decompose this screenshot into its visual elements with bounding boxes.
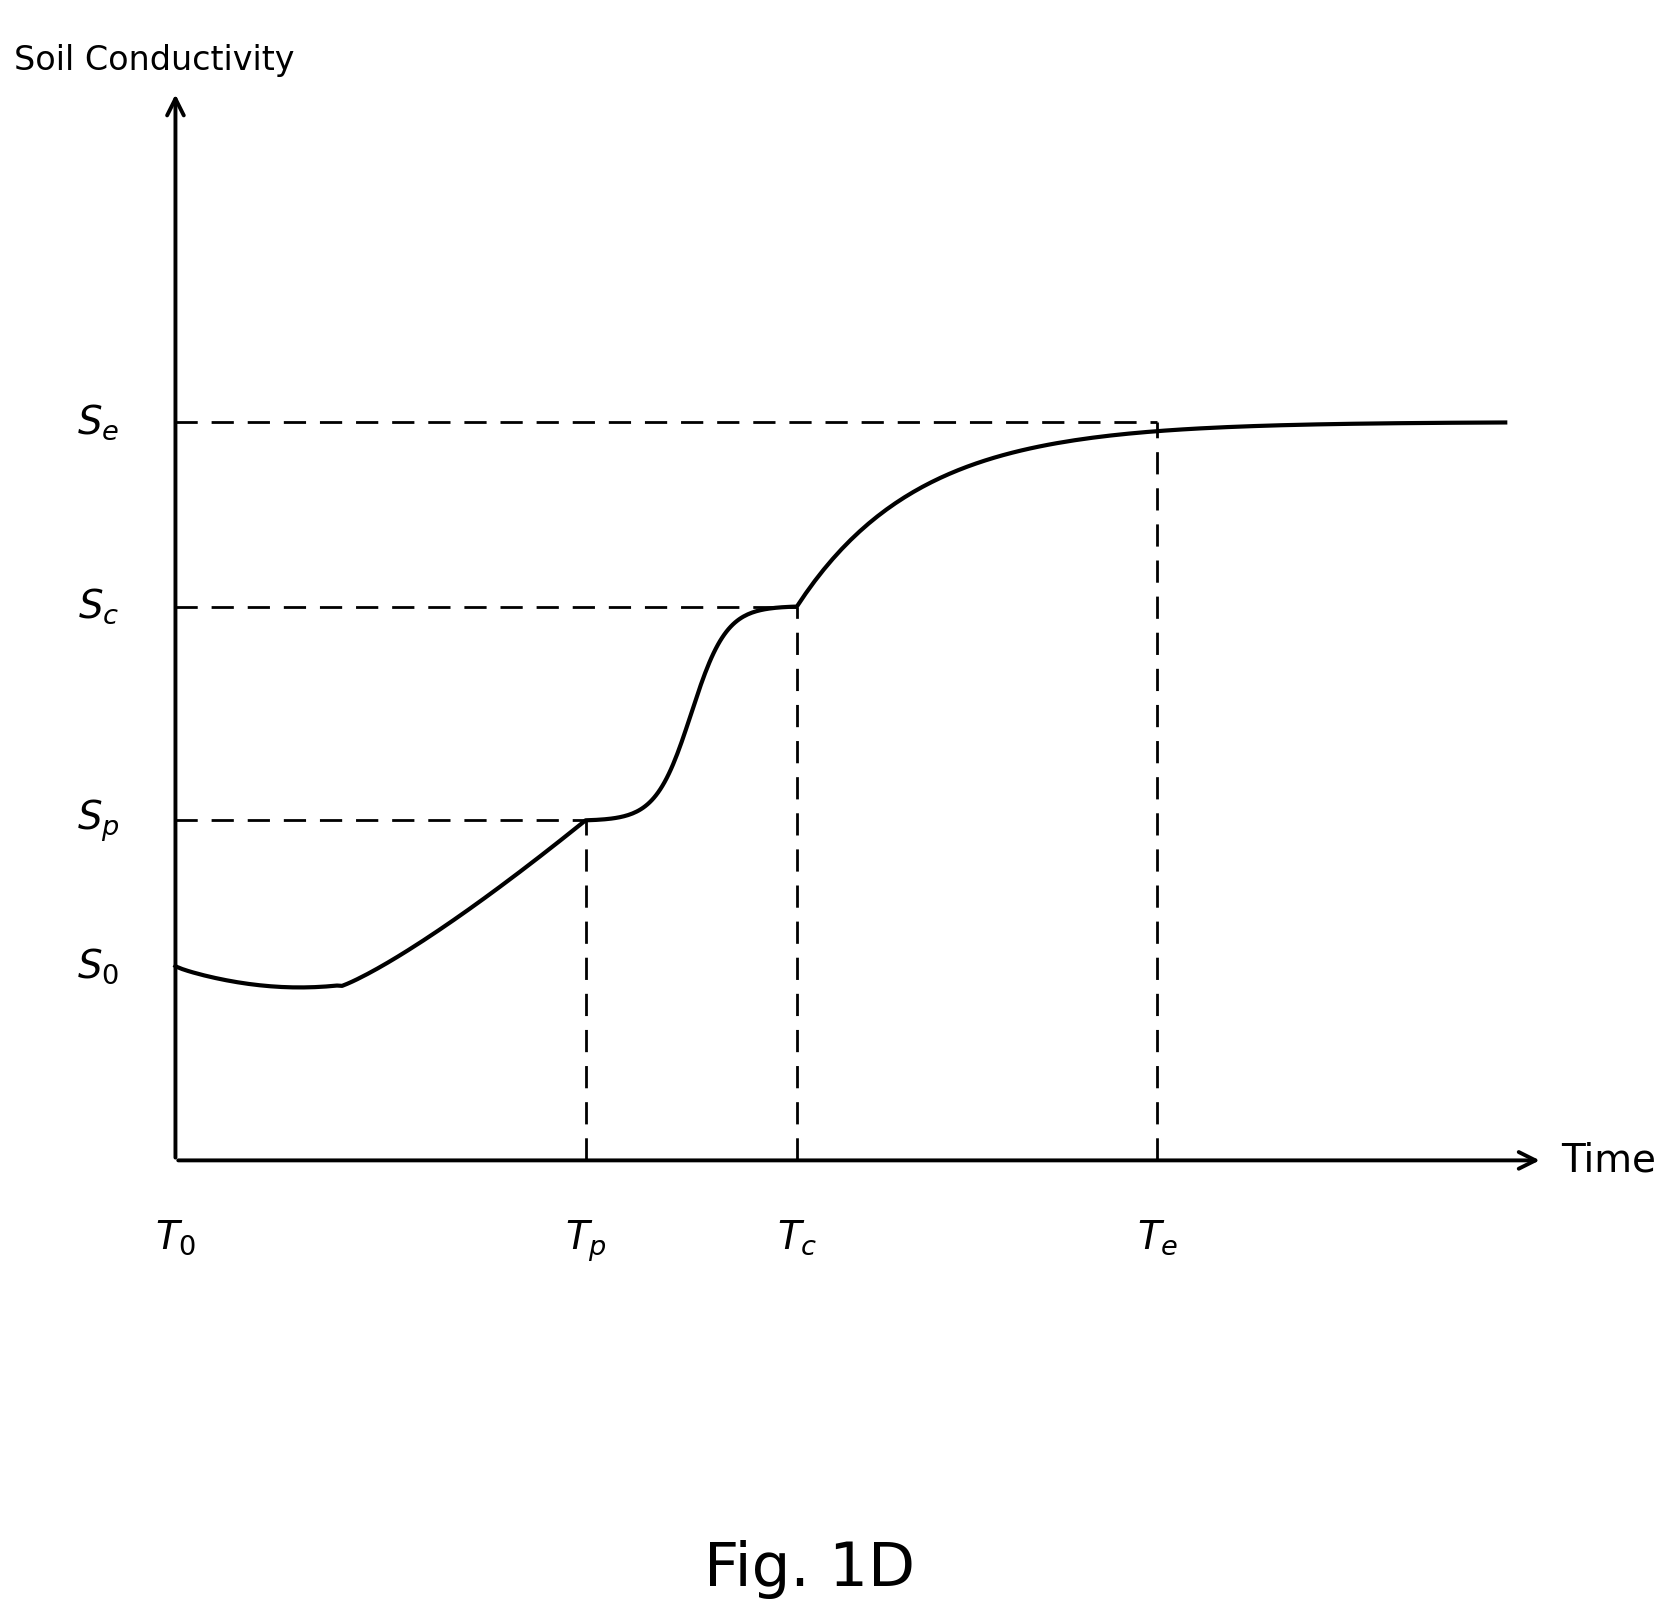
Text: Fig. 1D: Fig. 1D bbox=[703, 1540, 915, 1599]
Text: Time: Time bbox=[1561, 1142, 1656, 1180]
Text: $T_0$: $T_0$ bbox=[154, 1218, 196, 1257]
Text: $T_e$: $T_e$ bbox=[1136, 1218, 1178, 1257]
Text: $T_p$: $T_p$ bbox=[565, 1218, 606, 1265]
Text: $T_c$: $T_c$ bbox=[777, 1218, 817, 1257]
Text: Soil Conductivity: Soil Conductivity bbox=[13, 45, 294, 77]
Text: $S_0$: $S_0$ bbox=[77, 947, 119, 987]
Text: $S_c$: $S_c$ bbox=[79, 587, 119, 627]
Text: $S_e$: $S_e$ bbox=[77, 403, 119, 441]
Text: $S_p$: $S_p$ bbox=[77, 796, 119, 844]
